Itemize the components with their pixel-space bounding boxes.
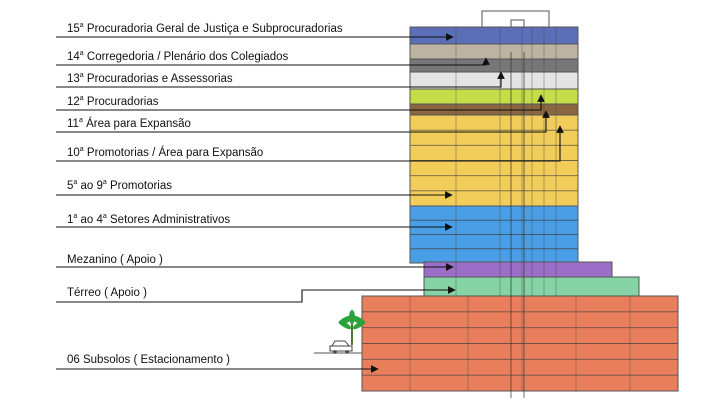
floor-label-5-9: 5a ao 9a Promotorias (67, 179, 173, 192)
floor-label-13: 13a Procuradorias e Assessorias (67, 72, 233, 85)
floor-label-12: 12a Procuradorias (67, 95, 159, 108)
arrow-floor-10 (56, 125, 564, 162)
floor-label-15: 15a Procuradoria Geral de Justiça e Subp… (67, 22, 343, 35)
parking-block (361, 295, 679, 392)
floor-15-block (409, 26, 579, 45)
mezzanine-block (423, 261, 613, 278)
floors-1-4-block (409, 205, 579, 264)
floor-label-1-4: 1a ao 4a Setores Administrativos (67, 213, 231, 226)
arrow-floor-11 (56, 110, 550, 133)
floor-label-14: 14a Corregedoria / Plenário dos Colegiad… (67, 50, 289, 63)
palm-tree-icon (338, 310, 366, 345)
arrow-floor-12 (56, 94, 545, 111)
arrow-floor-14 (56, 57, 490, 66)
floor-label-mezzanine: Mezanino ( Apoio ) (67, 254, 163, 266)
ground-floor-block (423, 276, 640, 297)
arrow-floor-13 (56, 71, 505, 88)
floor-14-block (409, 43, 579, 60)
floor-label-parking: 06 Subsolos ( Estacionamento ) (67, 354, 231, 366)
car-icon (329, 340, 353, 354)
floor-label-ground: Térreo ( Apoio ) (67, 287, 147, 299)
floor-12-block (409, 88, 579, 105)
arrow-ground (56, 286, 456, 303)
floor-label-11: 11a Área para Expansão (67, 117, 191, 130)
floor-label-10: 10a Promotorias / Área para Expansão (67, 146, 264, 159)
